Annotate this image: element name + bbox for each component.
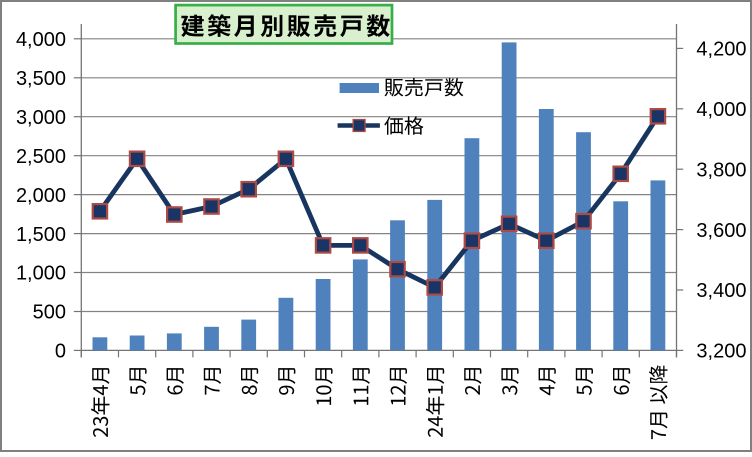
svg-text:2,000: 2,000 [16, 185, 66, 207]
svg-text:2,500: 2,500 [16, 146, 66, 168]
svg-text:4,000: 4,000 [16, 29, 66, 51]
svg-text:0: 0 [55, 341, 66, 363]
svg-text:3,800: 3,800 [696, 159, 746, 181]
svg-text:3,500: 3,500 [16, 68, 66, 90]
svg-text:4,200: 4,200 [696, 39, 746, 61]
svg-text:3,400: 3,400 [696, 280, 746, 302]
svg-text:4,000: 4,000 [696, 99, 746, 121]
svg-text:3,600: 3,600 [696, 220, 746, 242]
svg-text:3,000: 3,000 [16, 107, 66, 129]
svg-text:3,200: 3,200 [696, 341, 746, 363]
svg-text:1,500: 1,500 [16, 224, 66, 246]
svg-text:1,000: 1,000 [16, 263, 66, 285]
svg-text:500: 500 [33, 302, 66, 324]
